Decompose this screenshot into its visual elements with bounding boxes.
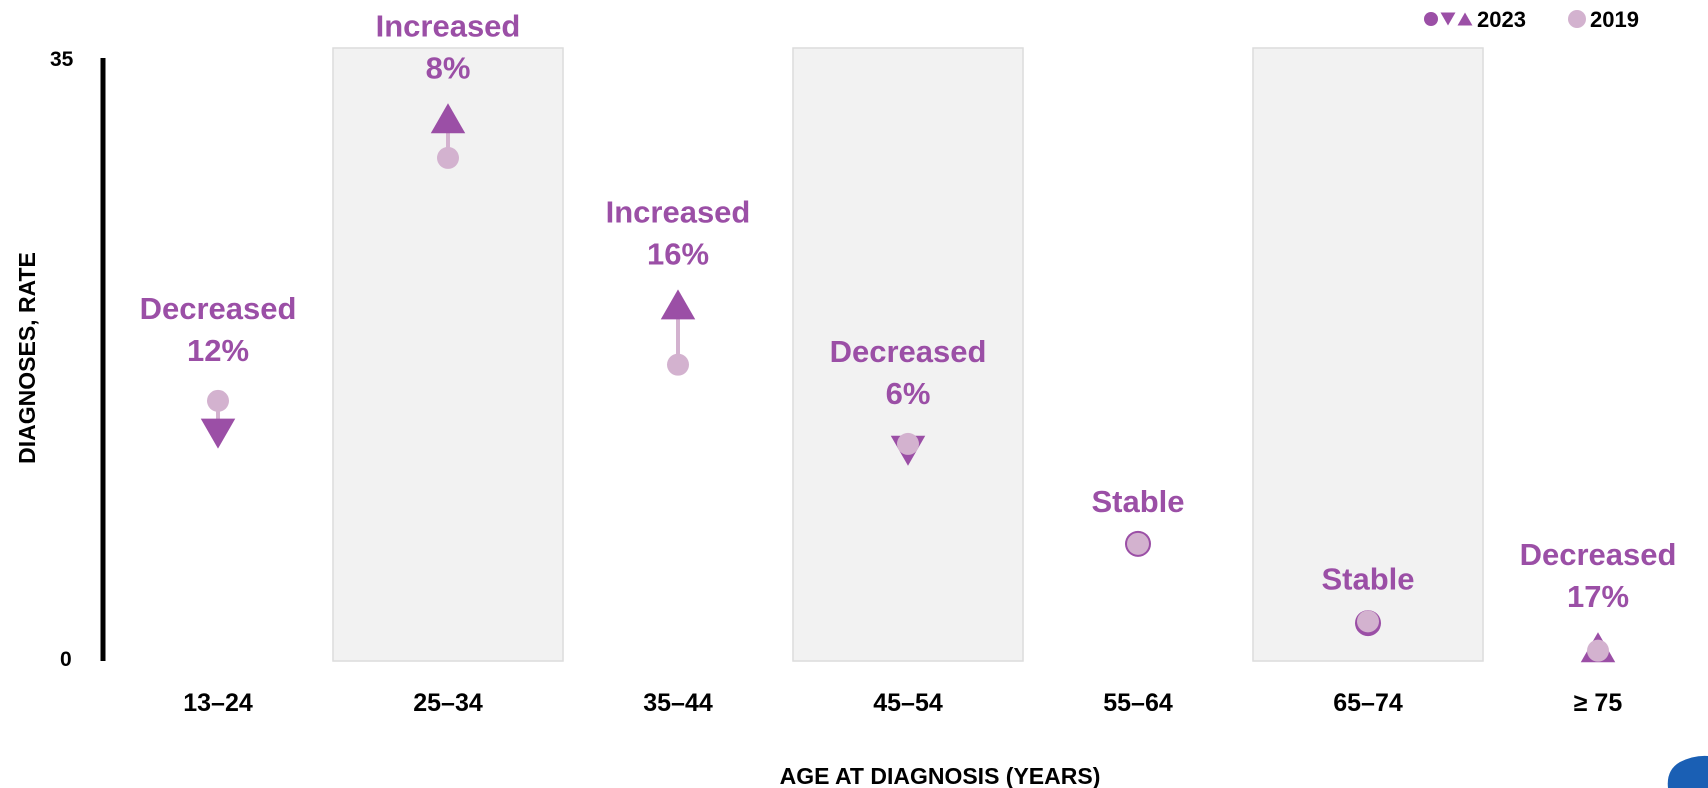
legend-2019-circle bbox=[1568, 10, 1586, 28]
x-tick-labels: 13–24 25–34 35–44 45–54 55–64 65–74 ≥ 75 bbox=[183, 689, 1622, 717]
annotation-label: Stable bbox=[1321, 561, 1414, 596]
point-2019-circle bbox=[1127, 532, 1149, 555]
x-tick-label: 65–74 bbox=[1333, 689, 1403, 717]
point-2019-circle bbox=[897, 432, 919, 455]
change-annotations: Decreased 12% Increased 8% Increased 16% Decre… bbox=[140, 8, 1677, 614]
annotation-label: Increased bbox=[376, 8, 521, 43]
annotation-label: Stable bbox=[1091, 484, 1184, 519]
point-2023-triangle-down bbox=[200, 418, 236, 449]
annotation-percent: 6% bbox=[886, 376, 931, 411]
y-axis-title: DIAGNOSES, RATE bbox=[14, 252, 40, 464]
x-tick-label: 55–64 bbox=[1103, 689, 1173, 717]
x-tick-label: 25–34 bbox=[413, 689, 483, 717]
x-tick-label: ≥ 75 bbox=[1574, 689, 1623, 717]
x-tick-label: 13–24 bbox=[183, 689, 253, 717]
point-2019-circle bbox=[1357, 610, 1379, 633]
agency-logo-icon bbox=[1667, 755, 1708, 788]
annotation-percent: 17% bbox=[1567, 579, 1629, 614]
annotation-percent: 12% bbox=[187, 333, 249, 368]
legend-2019-label: 2019 bbox=[1590, 7, 1639, 32]
point-2019-circle bbox=[207, 389, 229, 412]
annotation-percent: 16% bbox=[647, 236, 709, 271]
x-axis-title: AGE AT DIAGNOSIS (YEARS) bbox=[780, 763, 1101, 788]
legend-2023-label: 2023 bbox=[1477, 7, 1526, 32]
legend: 2023 2019 bbox=[1424, 7, 1639, 32]
annotation-percent: 8% bbox=[426, 50, 471, 85]
column-band-4554 bbox=[792, 47, 1024, 662]
point-2019-circle bbox=[667, 353, 689, 376]
point-2019-circle bbox=[437, 146, 459, 169]
annotation-label: Decreased bbox=[1520, 537, 1677, 572]
annotation-label: Increased bbox=[606, 194, 751, 229]
legend-2023-triangle-down bbox=[1440, 12, 1456, 26]
x-tick-label: 35–44 bbox=[643, 689, 713, 717]
data-markers bbox=[200, 103, 1616, 663]
legend-2023-triangle-up bbox=[1457, 12, 1473, 26]
point-2023-triangle-up bbox=[660, 289, 696, 320]
annotation-label: Decreased bbox=[140, 291, 297, 326]
y-tick-max: 35 bbox=[50, 48, 74, 71]
y-tick-min: 0 bbox=[60, 648, 72, 671]
point-2019-circle bbox=[1587, 639, 1609, 662]
annotation-label: Decreased bbox=[830, 334, 987, 369]
column-band-6574 bbox=[1252, 47, 1484, 662]
x-tick-label: 45–54 bbox=[873, 689, 943, 717]
point-2023-triangle-up bbox=[430, 103, 466, 134]
legend-2023-circle bbox=[1424, 12, 1438, 26]
